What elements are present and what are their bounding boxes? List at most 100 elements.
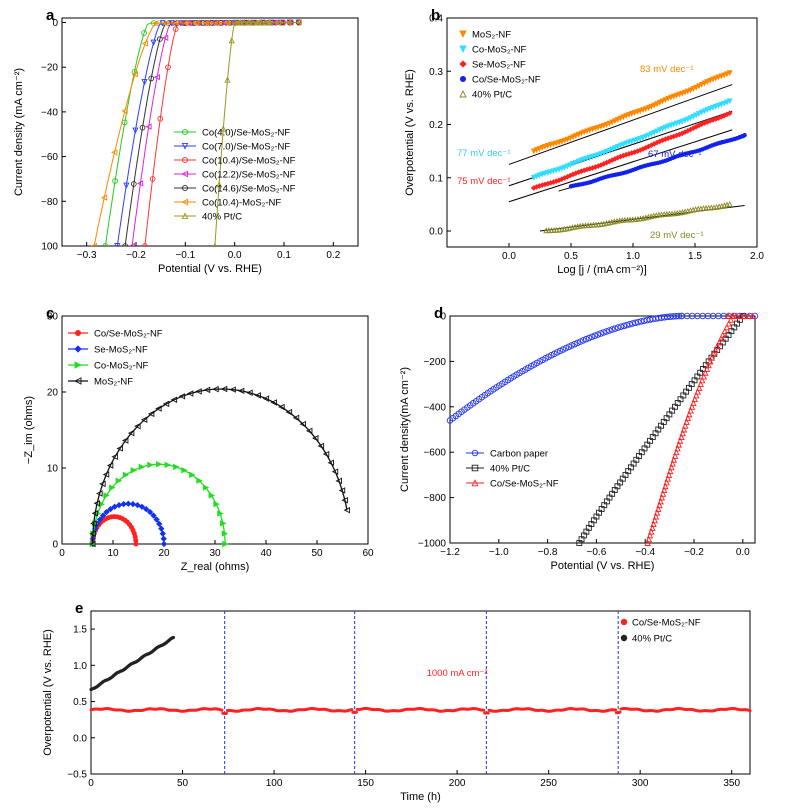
legend-marker: [471, 449, 479, 457]
data-point: [581, 129, 588, 136]
data-point: [90, 520, 97, 527]
data-point: [684, 116, 691, 123]
data-point: [649, 524, 656, 531]
panel-label: d: [434, 305, 443, 322]
data-point: [111, 149, 118, 156]
data-point: [675, 312, 683, 320]
data-point: [182, 19, 190, 27]
legend-marker: [459, 60, 467, 68]
data-point: [186, 390, 194, 397]
data-point: [715, 74, 722, 81]
data-point: [749, 312, 756, 319]
x-tick-label: 150: [357, 778, 374, 789]
data-point: [237, 387, 245, 395]
data-point: [644, 539, 651, 546]
data-point: [642, 133, 649, 140]
data-point: [254, 392, 261, 399]
data-point: [567, 135, 574, 142]
legend-label: 40% Pt/C: [472, 90, 512, 101]
legend-marker: [181, 184, 189, 192]
panel-label: b: [431, 7, 440, 24]
series-line: [91, 388, 348, 545]
data-point: [221, 530, 229, 537]
data-point: [486, 711, 490, 715]
legend-label: MoS₂-NF: [94, 377, 133, 388]
legend-label: 40% Pt/C: [202, 212, 242, 223]
data-point: [159, 530, 166, 537]
data-point: [660, 486, 668, 493]
data-point: [158, 525, 165, 532]
data-point: [663, 478, 670, 486]
data-point: [597, 330, 604, 337]
data-point: [116, 445, 123, 452]
data-point: [659, 490, 667, 497]
legend-label: Se-MoS₂-NF: [94, 345, 148, 356]
data-point: [161, 34, 169, 41]
legend-marker: [459, 89, 467, 98]
data-point: [717, 335, 725, 342]
data-point: [157, 36, 163, 42]
legend-marker: [181, 198, 189, 206]
data-point: [193, 19, 200, 27]
data-point: [665, 95, 672, 102]
data-point: [128, 242, 135, 246]
data-point: [93, 500, 101, 507]
data-point: [723, 99, 730, 106]
x-tick-label: 30: [209, 548, 221, 559]
y-tick-label: 0.0: [73, 733, 87, 744]
data-point: [107, 505, 114, 513]
y-tick-label: −600: [423, 448, 446, 459]
data-point: [614, 324, 622, 331]
legend-label: Se-MoS₂-NF: [472, 60, 526, 71]
data-point: [91, 510, 99, 517]
data-point: [698, 81, 705, 88]
data-point: [102, 243, 109, 246]
data-point: [680, 425, 688, 433]
data-point: [702, 369, 709, 376]
data-point: [701, 108, 708, 115]
x-tick-label: −0.6: [587, 547, 607, 558]
data-point: [727, 316, 735, 323]
data-point: [215, 181, 223, 188]
x-tick-label: 0.0: [502, 251, 516, 262]
data-point: [530, 148, 537, 155]
data-point: [679, 90, 686, 97]
data-point: [724, 312, 732, 319]
data-point: [670, 456, 678, 463]
x-tick-label: −0.3: [77, 250, 97, 261]
data-point: [317, 442, 325, 450]
data-point: [577, 338, 584, 345]
legend-marker: [181, 128, 189, 136]
data-point: [591, 332, 599, 339]
data-point: [558, 138, 565, 145]
data-point: [99, 512, 107, 519]
y-tick-label: 0.5: [73, 697, 87, 708]
legend-marker: [74, 361, 83, 369]
data-point: [712, 75, 719, 82]
data-point: [709, 104, 716, 111]
data-point: [690, 113, 697, 120]
data-point: [575, 158, 582, 165]
legend-label: 40% Pt/C: [490, 464, 530, 475]
data-point: [155, 405, 162, 412]
slope-annotation: 75 mV dec⁻¹: [457, 176, 511, 187]
data-point: [99, 480, 106, 488]
data-point: [725, 320, 733, 327]
x-tick-label: 50: [311, 548, 323, 559]
legend-label: Co(14.6)/Se-MoS₂-NF: [202, 184, 296, 195]
data-point: [612, 145, 618, 152]
x-tick-label: 10: [107, 548, 119, 559]
data-point: [687, 87, 694, 94]
data-point: [564, 136, 571, 143]
data-point: [709, 76, 716, 83]
data-point: [726, 70, 733, 77]
data-point: [122, 243, 128, 246]
y-tick-label: −80: [41, 197, 58, 208]
data-point: [103, 492, 110, 499]
data-point: [564, 163, 571, 170]
data-point: [713, 342, 721, 350]
data-point: [270, 399, 277, 406]
x-tick-label: 0.0: [228, 250, 242, 261]
data-point: [171, 635, 175, 640]
data-point: [609, 119, 616, 126]
